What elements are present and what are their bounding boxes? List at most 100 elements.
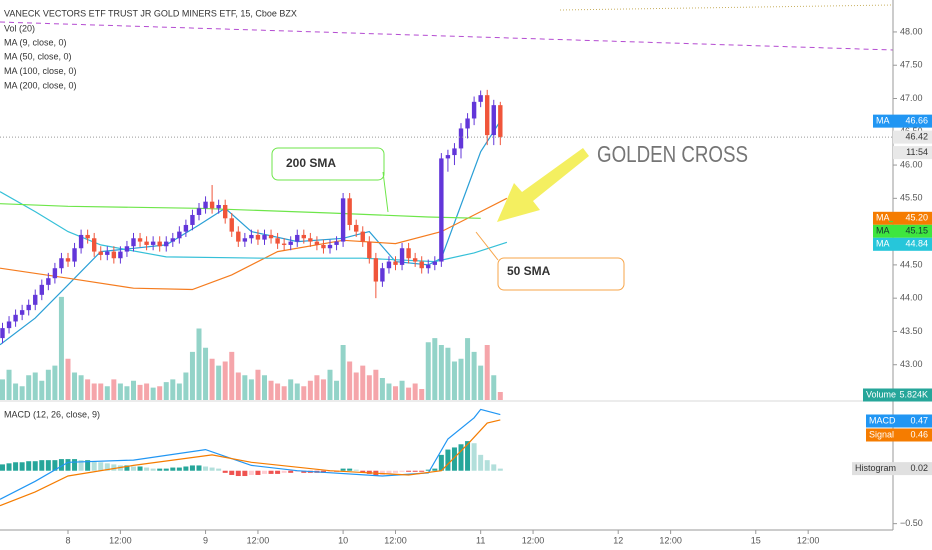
histogram-bar — [58, 459, 64, 471]
price-tag-name: MA — [876, 213, 890, 223]
volume-bar — [432, 338, 438, 400]
x-tick-label: 9 — [203, 535, 208, 545]
volume-bar — [111, 379, 117, 400]
y-tick-label: 44.00 — [900, 293, 923, 303]
volume-bar — [334, 380, 340, 400]
volume-bar — [340, 345, 346, 400]
candle-body — [13, 314, 18, 322]
candle-body — [229, 218, 234, 232]
volume-bar — [26, 375, 32, 400]
histogram-bar — [445, 449, 451, 471]
candle-body — [144, 241, 149, 245]
volume-bar — [360, 365, 366, 400]
candle-body — [137, 238, 143, 242]
volume-bar — [0, 379, 5, 400]
volume-bar — [268, 380, 274, 400]
price-tag-name: Signal — [869, 429, 894, 439]
candle-body — [131, 238, 136, 247]
histogram-bar — [13, 462, 19, 471]
price-tag-value: 44.84 — [905, 239, 928, 249]
candle-body — [157, 241, 162, 247]
volume-bar — [229, 351, 235, 400]
candle-body — [354, 224, 359, 232]
volume-bar — [163, 382, 169, 400]
y-tick-label: −0.50 — [900, 518, 923, 528]
volume-bar — [301, 386, 307, 400]
x-tick-label: 12:00 — [384, 535, 407, 545]
histogram-bar — [6, 463, 12, 471]
volume-bar — [445, 347, 451, 400]
histogram-bar — [26, 461, 32, 471]
price-tag — [873, 114, 932, 128]
volume-bar — [281, 386, 287, 400]
candle-body — [314, 241, 320, 245]
candle-body — [52, 268, 58, 279]
x-tick-label: 12:00 — [659, 535, 682, 545]
histogram-bar — [45, 460, 51, 471]
volume-bar — [419, 389, 425, 400]
y-tick-label: 44.50 — [900, 259, 923, 269]
macd-line — [0, 408, 501, 500]
candle-body — [262, 234, 267, 240]
candle-body — [170, 238, 175, 242]
ma-line — [0, 197, 508, 291]
histogram-bar — [255, 470, 261, 475]
candle-body — [478, 95, 483, 102]
volume-bar — [72, 372, 78, 400]
volume-bar — [373, 369, 379, 400]
volume-bar — [484, 345, 490, 400]
candle-body — [485, 95, 490, 136]
annotation: 50 SMA — [507, 264, 551, 278]
histogram-bar — [19, 462, 25, 471]
candle-body — [360, 231, 365, 242]
histogram-bar — [111, 464, 117, 471]
legend-entry: MA (100, close, 0) — [4, 66, 77, 76]
candle-body — [491, 105, 496, 136]
volume-bar — [65, 358, 71, 400]
price-tag-value: 45.20 — [905, 213, 928, 223]
histogram-bar — [176, 467, 182, 471]
volume-bar — [176, 383, 182, 400]
histogram-bar — [425, 469, 431, 471]
volume-bar — [471, 351, 477, 400]
price-tag-value: 46.66 — [905, 116, 928, 126]
volume-bar — [157, 386, 163, 400]
volume-bar — [425, 342, 431, 400]
volume-bar — [248, 379, 254, 400]
candle-body — [275, 238, 280, 244]
histogram-bar — [130, 466, 136, 471]
candle-body — [78, 234, 84, 249]
candle-body — [406, 248, 411, 259]
volume-bar — [6, 369, 12, 400]
volume-bar — [216, 365, 222, 400]
histogram-bar — [275, 470, 281, 474]
chart-title: VANECK VECTORS ETF TRUST JR GOLD MINERS … — [4, 8, 297, 18]
candle-body — [26, 304, 31, 311]
histogram-bar — [0, 464, 5, 471]
candle-body — [150, 241, 156, 245]
histogram-bar — [39, 460, 45, 471]
candle-body — [19, 310, 25, 315]
candle-body — [111, 251, 117, 259]
annotation-connector — [475, 231, 499, 261]
legend-entry: MA (9, close, 0) — [4, 37, 67, 47]
volume-bar — [52, 365, 58, 400]
candle-body — [308, 238, 313, 242]
histogram-bar — [301, 470, 307, 473]
price-tag-name: MA — [876, 116, 890, 126]
histogram-bar — [288, 470, 294, 473]
candle-body — [255, 234, 261, 240]
x-tick-label: 12 — [613, 535, 623, 545]
volume-bar — [196, 328, 202, 400]
histogram-bar — [124, 465, 130, 471]
candle-body — [33, 294, 38, 305]
volume-bar — [478, 365, 484, 400]
price-tag — [866, 428, 932, 442]
histogram-bar — [144, 467, 150, 471]
x-tick-label: 15 — [751, 535, 761, 545]
volume-bar — [399, 380, 405, 400]
x-tick-label: 12:00 — [797, 535, 820, 545]
volume-bar — [183, 372, 189, 400]
volume-bar — [294, 383, 300, 400]
